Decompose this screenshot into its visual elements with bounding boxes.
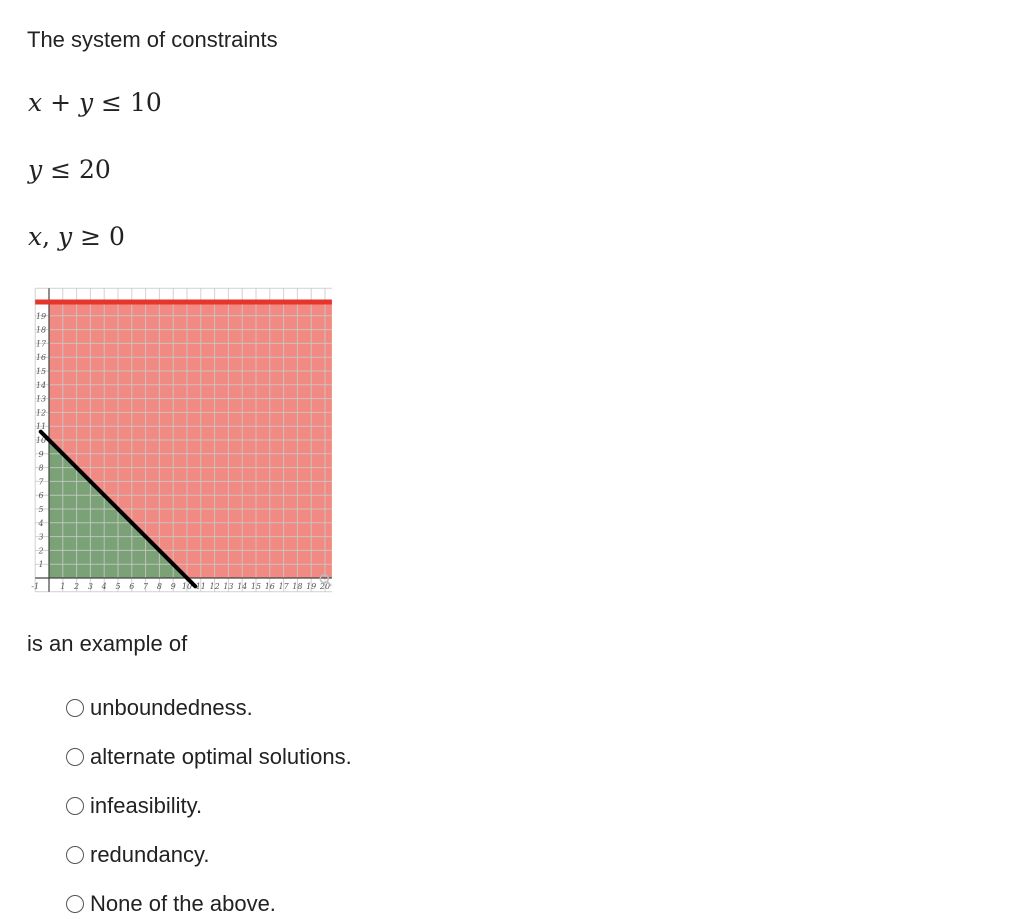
x-tick-label: 7	[143, 582, 149, 591]
y-tick-label: 16	[36, 353, 46, 362]
y-tick-label: 19	[36, 312, 46, 321]
x-tick-label: 12	[210, 582, 220, 591]
radio-button[interactable]	[66, 894, 84, 913]
y-tick-label: 12	[36, 408, 46, 417]
x-tick-label: 13	[223, 582, 233, 591]
y-tick-label: 8	[38, 464, 43, 473]
radio-button[interactable]	[66, 698, 84, 717]
x-tick-label: 2	[73, 582, 79, 591]
y-tick-label: 14	[36, 381, 46, 390]
x-tick-label: 11	[196, 582, 206, 591]
y-tick-label: 15	[36, 367, 46, 376]
y-tick-label: 7	[38, 477, 44, 486]
y-tick-label: 6	[38, 491, 43, 500]
question-intro: The system of constraints	[27, 27, 278, 52]
option-infeasibility[interactable]: infeasibility.	[66, 781, 352, 830]
y-tick-label: 18	[36, 326, 46, 335]
y-tick-label: 17	[36, 339, 47, 348]
x-tick-label: 15	[251, 582, 261, 591]
option-label: unboundedness.	[90, 694, 253, 720]
x-tick-label: 16	[265, 582, 275, 591]
x-tick-label: 17	[279, 582, 290, 591]
y-tick-label: 9	[38, 450, 43, 459]
option-label: redundancy.	[90, 841, 210, 867]
y-tick-label: 5	[38, 505, 43, 514]
radio-button[interactable]	[66, 747, 84, 766]
constraint-y-bound: y ≤ 20	[28, 155, 111, 184]
x-tick-label: 8	[157, 582, 162, 591]
constraint-graph: -1 1 2 3 4 5 6 7 8 9 10 11 12 13 14 15 16 17 18 19 20 1 2 3 4 5 6 7…	[22, 280, 342, 600]
y-tick-label: 2	[37, 546, 43, 555]
y-tick-label: 1	[38, 560, 43, 569]
radio-button[interactable]	[66, 796, 84, 815]
x-tick-label: 1	[60, 582, 65, 591]
radio-button[interactable]	[66, 845, 84, 864]
line-x-plus-y-eq-10	[38, 429, 198, 589]
y-tick-label: 4	[37, 519, 43, 528]
y-tick-label: 11	[36, 422, 46, 431]
constraint-graph-svg: -1 1 2 3 4 5 6 7 8 9 10 11 12 13 14 15 16 17 18 19 201234567…	[31, 287, 332, 593]
option-label: alternate optimal solutions.	[90, 743, 352, 769]
y-tick-label: 3	[38, 533, 43, 542]
magnifier-handle-icon	[326, 581, 332, 587]
magnifier-icon	[319, 573, 330, 584]
option-alternate-optimal[interactable]: alternate optimal solutions.	[66, 732, 352, 781]
y-tick-label: 10	[36, 436, 46, 445]
x-tick-label: 10	[182, 582, 192, 591]
x-tick-label: 20	[319, 582, 330, 591]
x-tick-label: 14	[237, 582, 247, 591]
x-tick-label: 18	[292, 582, 302, 591]
x-tick-label: 4	[101, 582, 107, 591]
option-label: None of the above.	[90, 890, 276, 916]
x-tick-label: 19	[306, 582, 316, 591]
y-tick-label: 13	[36, 395, 46, 404]
x-tick-label: -1	[31, 582, 39, 591]
option-label: infeasibility.	[90, 792, 203, 818]
x-tick-label: 6	[129, 582, 134, 591]
option-redundancy[interactable]: redundancy.	[66, 830, 352, 879]
answer-options: unboundedness. alternate optimal solutio…	[66, 683, 352, 919]
option-unboundedness[interactable]: unboundedness.	[66, 683, 352, 732]
x-tick-label: 9	[171, 582, 176, 591]
question-prompt: is an example of	[27, 631, 188, 656]
constraint-nonnegativity: x, y ≥ 0	[28, 222, 125, 251]
option-none-of-the-above[interactable]: None of the above.	[66, 879, 352, 919]
x-tick-label: 3	[88, 582, 93, 591]
constraint-sum: x + y ≤ 10	[28, 88, 162, 117]
x-tick-label: 5	[115, 582, 120, 591]
